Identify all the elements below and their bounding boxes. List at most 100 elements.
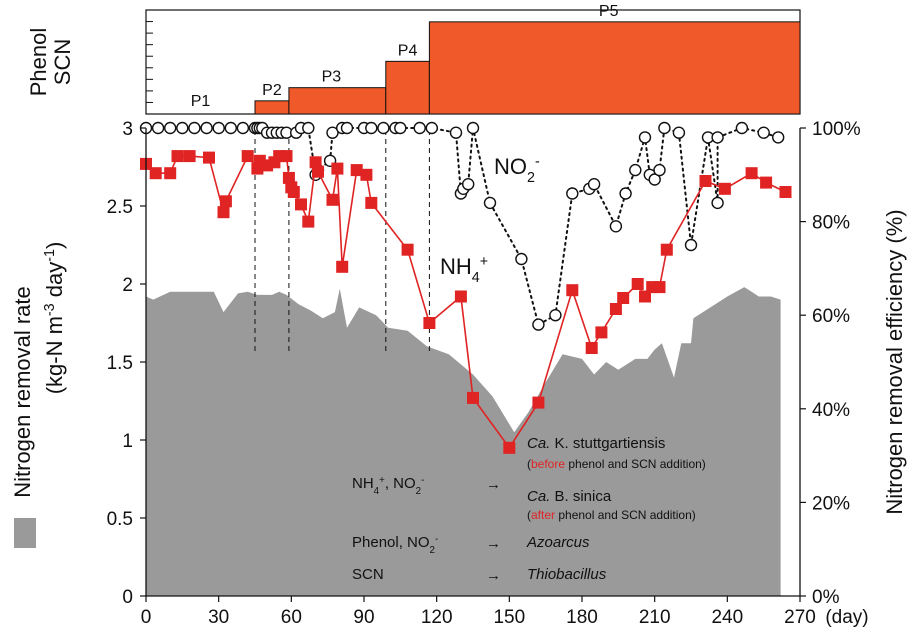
nh4-point <box>532 396 545 409</box>
no2-point <box>638 131 652 144</box>
nh4-point <box>217 206 230 219</box>
no2-point <box>163 121 177 135</box>
annotation-scn: SCN <box>352 566 384 583</box>
annotations: NH4+, NO2- → Ca. K. stuttgartiensis (before… <box>352 435 706 584</box>
nh4-point <box>631 278 644 290</box>
series-labels: NH4+ NO2- <box>440 154 540 286</box>
nh4-point <box>295 198 307 211</box>
no2-point <box>200 121 213 135</box>
x-tick-label: 270 <box>784 607 816 628</box>
nh4-point <box>609 303 622 315</box>
no2-point <box>340 121 354 135</box>
nh4-point <box>639 290 651 303</box>
no2-point <box>532 318 545 331</box>
left-tick-label: 1.5 <box>107 353 133 374</box>
no2-point <box>425 121 438 135</box>
nh4-point <box>617 292 630 304</box>
annotation-arrow: → <box>486 535 501 552</box>
right-tick-label: 40% <box>812 400 850 421</box>
top-panel-ylabel-phenol: Phenol <box>26 28 51 97</box>
left-tick-label: 2.5 <box>107 197 133 218</box>
top-panel: P1 P2 P3 P4 P5 Phenol SCN <box>26 3 801 115</box>
no2-point <box>609 220 623 233</box>
no2-point <box>619 187 632 200</box>
nh4-point <box>253 154 266 167</box>
left-axis-label-line1: Nitrogen removal rate <box>10 286 35 498</box>
nh4-point <box>219 195 232 208</box>
left-tick-label: 1 <box>122 431 133 452</box>
no2-point <box>302 121 315 135</box>
phase-step-p4 <box>385 60 430 115</box>
no2-point <box>394 121 407 135</box>
phase-step-p3 <box>288 87 387 115</box>
no2-point <box>413 121 426 135</box>
nh4-point <box>280 150 293 163</box>
top-panel-ylabel-scn: SCN <box>50 39 75 85</box>
no2-point <box>326 126 339 139</box>
no2-point <box>224 121 238 135</box>
no2-point <box>212 121 225 135</box>
annotation-phenol-no2: Phenol, NO2- <box>352 534 438 556</box>
nh4-point <box>350 164 363 177</box>
no2-point <box>735 121 749 135</box>
phase-label-p1: P1 <box>191 93 211 110</box>
area-layer <box>146 287 781 596</box>
no2-point <box>515 252 528 266</box>
no2-point <box>711 196 724 210</box>
no2-point <box>772 131 785 144</box>
nh4-point <box>585 342 598 354</box>
nh4-point <box>360 168 373 181</box>
x-tick-label: 0 <box>141 607 152 628</box>
nh4-point <box>660 243 673 256</box>
annotation-nh4-no2: NH4+, NO2- <box>352 475 424 497</box>
no2-point <box>449 126 463 139</box>
nh4-point <box>595 326 608 339</box>
no2-point <box>377 121 390 135</box>
no2-point <box>711 131 724 144</box>
removal-rate-area <box>146 287 781 596</box>
x-tick-label: 120 <box>421 607 453 628</box>
nh4-point <box>423 317 436 329</box>
axes: 0 30 60 90 120 150 180 210 240 270 (day) 0 0.5 1 1.5 2 2… <box>10 119 907 628</box>
phase-label-p4: P4 <box>398 42 418 59</box>
left-tick-label: 3 <box>122 119 133 140</box>
nh4-point <box>282 171 295 184</box>
nh4-point <box>779 186 792 198</box>
x-tick-label: 240 <box>711 607 743 628</box>
right-tick-label: 20% <box>812 493 850 514</box>
nh4-point <box>331 162 344 175</box>
left-tick-label: 0.5 <box>107 509 133 530</box>
nh4-point <box>365 196 378 209</box>
annotation-note-before: (before phenol and SCN addition) <box>527 457 706 471</box>
annotation-azoarcus: Azoarcus <box>526 534 590 551</box>
nh4-point <box>164 167 177 180</box>
right-tick-label: 80% <box>812 213 850 234</box>
right-tick-label: 0% <box>812 587 840 608</box>
x-tick-label: 210 <box>639 607 671 628</box>
nh4-point <box>171 150 184 163</box>
phase-step-p5 <box>428 21 801 115</box>
no2-point <box>462 177 475 191</box>
nh4-point <box>653 281 666 294</box>
no2-point <box>483 196 497 210</box>
no2-series <box>139 121 785 331</box>
no2-point <box>236 121 250 135</box>
nh4-point <box>467 391 479 404</box>
nh4-point <box>566 284 579 297</box>
no2-point <box>653 163 666 177</box>
no2-point <box>757 126 770 139</box>
annotation-arrow: → <box>486 567 501 584</box>
nh4-point <box>718 182 731 195</box>
nh4-point <box>302 215 315 228</box>
no2-point <box>684 238 698 252</box>
phase-label-p2: P2 <box>262 82 282 99</box>
nh4-series-label: NH4+ <box>440 254 488 286</box>
nh4-point <box>699 175 712 187</box>
no2-point <box>672 126 686 139</box>
x-tick-label: 60 <box>281 607 302 628</box>
no2-point <box>365 121 378 135</box>
no2-point <box>658 121 671 135</box>
annotation-kuenenia: Ca. K. stuttgartiensis <box>527 435 665 452</box>
phase-label-p3: P3 <box>322 69 342 86</box>
nh4-point <box>287 186 300 198</box>
